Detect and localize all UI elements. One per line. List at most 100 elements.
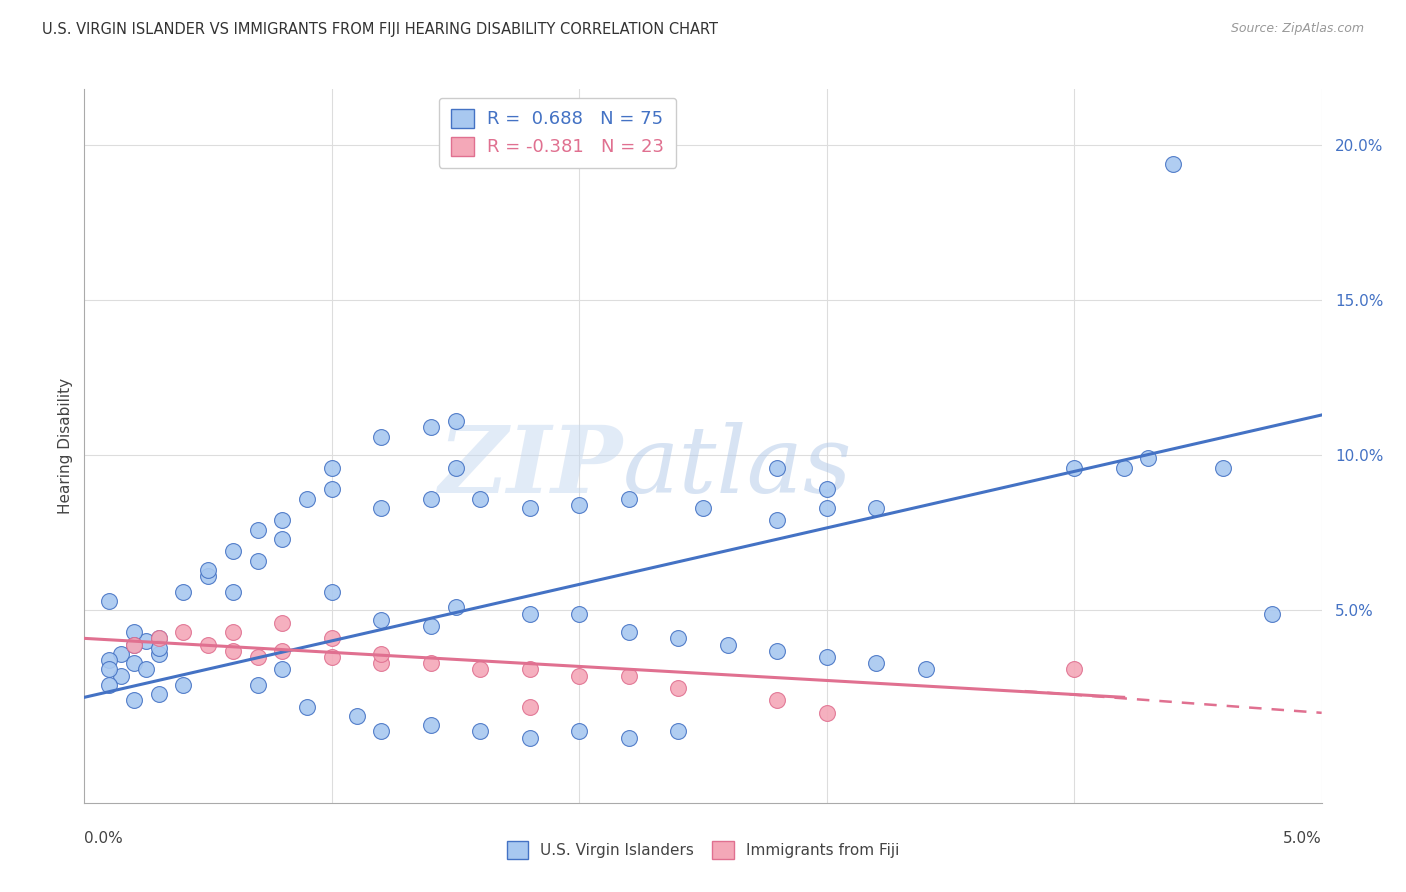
Point xyxy=(98,653,121,667)
Point xyxy=(419,491,441,506)
Legend: U.S. Virgin Islanders, Immigrants from Fiji: U.S. Virgin Islanders, Immigrants from F… xyxy=(499,834,907,866)
Point xyxy=(172,678,194,692)
Point xyxy=(717,638,740,652)
Point xyxy=(222,544,245,558)
Point xyxy=(766,513,789,527)
Point xyxy=(197,638,219,652)
Point xyxy=(1112,460,1135,475)
Point xyxy=(271,513,294,527)
Point xyxy=(519,699,541,714)
Point xyxy=(1261,607,1284,621)
Point xyxy=(1137,451,1160,466)
Point xyxy=(1212,460,1234,475)
Point xyxy=(1063,662,1085,676)
Point xyxy=(370,501,392,516)
Point xyxy=(568,607,591,621)
Point xyxy=(444,414,467,428)
Text: atlas: atlas xyxy=(623,423,852,512)
Point xyxy=(370,647,392,661)
Point xyxy=(815,483,838,497)
Point xyxy=(271,532,294,546)
Point xyxy=(98,678,121,692)
Point xyxy=(222,644,245,658)
Point xyxy=(110,668,132,682)
Text: ZIP: ZIP xyxy=(439,423,623,512)
Point xyxy=(246,650,269,665)
Text: Source: ZipAtlas.com: Source: ZipAtlas.com xyxy=(1230,22,1364,36)
Point xyxy=(419,619,441,633)
Point xyxy=(135,662,157,676)
Point xyxy=(617,731,640,745)
Point xyxy=(419,656,441,670)
Point xyxy=(98,594,121,608)
Point xyxy=(122,638,145,652)
Point xyxy=(815,706,838,720)
Point xyxy=(321,483,343,497)
Point xyxy=(1161,156,1184,170)
Point xyxy=(122,656,145,670)
Point xyxy=(568,668,591,682)
Point xyxy=(470,491,492,506)
Point xyxy=(370,724,392,739)
Point xyxy=(370,656,392,670)
Point xyxy=(172,584,194,599)
Point xyxy=(98,662,121,676)
Point xyxy=(568,498,591,512)
Point xyxy=(666,724,689,739)
Point xyxy=(692,501,714,516)
Point xyxy=(122,625,145,640)
Point xyxy=(419,718,441,732)
Point xyxy=(617,668,640,682)
Point xyxy=(666,681,689,695)
Point xyxy=(148,687,170,701)
Point xyxy=(246,523,269,537)
Point xyxy=(617,491,640,506)
Point xyxy=(865,501,887,516)
Point xyxy=(321,584,343,599)
Point xyxy=(197,563,219,577)
Point xyxy=(865,656,887,670)
Point xyxy=(519,607,541,621)
Point xyxy=(470,662,492,676)
Point xyxy=(148,647,170,661)
Point xyxy=(321,632,343,646)
Point xyxy=(666,632,689,646)
Point xyxy=(122,638,145,652)
Point xyxy=(370,430,392,444)
Point xyxy=(766,644,789,658)
Point xyxy=(1063,460,1085,475)
Point xyxy=(271,644,294,658)
Point xyxy=(110,647,132,661)
Point xyxy=(135,634,157,648)
Point xyxy=(321,650,343,665)
Point xyxy=(444,460,467,475)
Point xyxy=(519,662,541,676)
Point xyxy=(271,615,294,630)
Point xyxy=(197,569,219,583)
Point xyxy=(295,491,318,506)
Point xyxy=(172,625,194,640)
Point xyxy=(519,501,541,516)
Point xyxy=(444,600,467,615)
Point xyxy=(148,640,170,655)
Point xyxy=(470,724,492,739)
Point xyxy=(246,678,269,692)
Point xyxy=(148,632,170,646)
Point xyxy=(914,662,936,676)
Point xyxy=(766,693,789,707)
Point xyxy=(321,460,343,475)
Point xyxy=(271,662,294,676)
Point xyxy=(222,584,245,599)
Point xyxy=(222,625,245,640)
Point xyxy=(568,724,591,739)
Point xyxy=(815,501,838,516)
Point xyxy=(148,632,170,646)
Text: U.S. VIRGIN ISLANDER VS IMMIGRANTS FROM FIJI HEARING DISABILITY CORRELATION CHAR: U.S. VIRGIN ISLANDER VS IMMIGRANTS FROM … xyxy=(42,22,718,37)
Point xyxy=(246,554,269,568)
Y-axis label: Hearing Disability: Hearing Disability xyxy=(58,378,73,514)
Point xyxy=(370,613,392,627)
Point xyxy=(122,693,145,707)
Point xyxy=(346,709,368,723)
Point xyxy=(295,699,318,714)
Text: 0.0%: 0.0% xyxy=(84,831,124,847)
